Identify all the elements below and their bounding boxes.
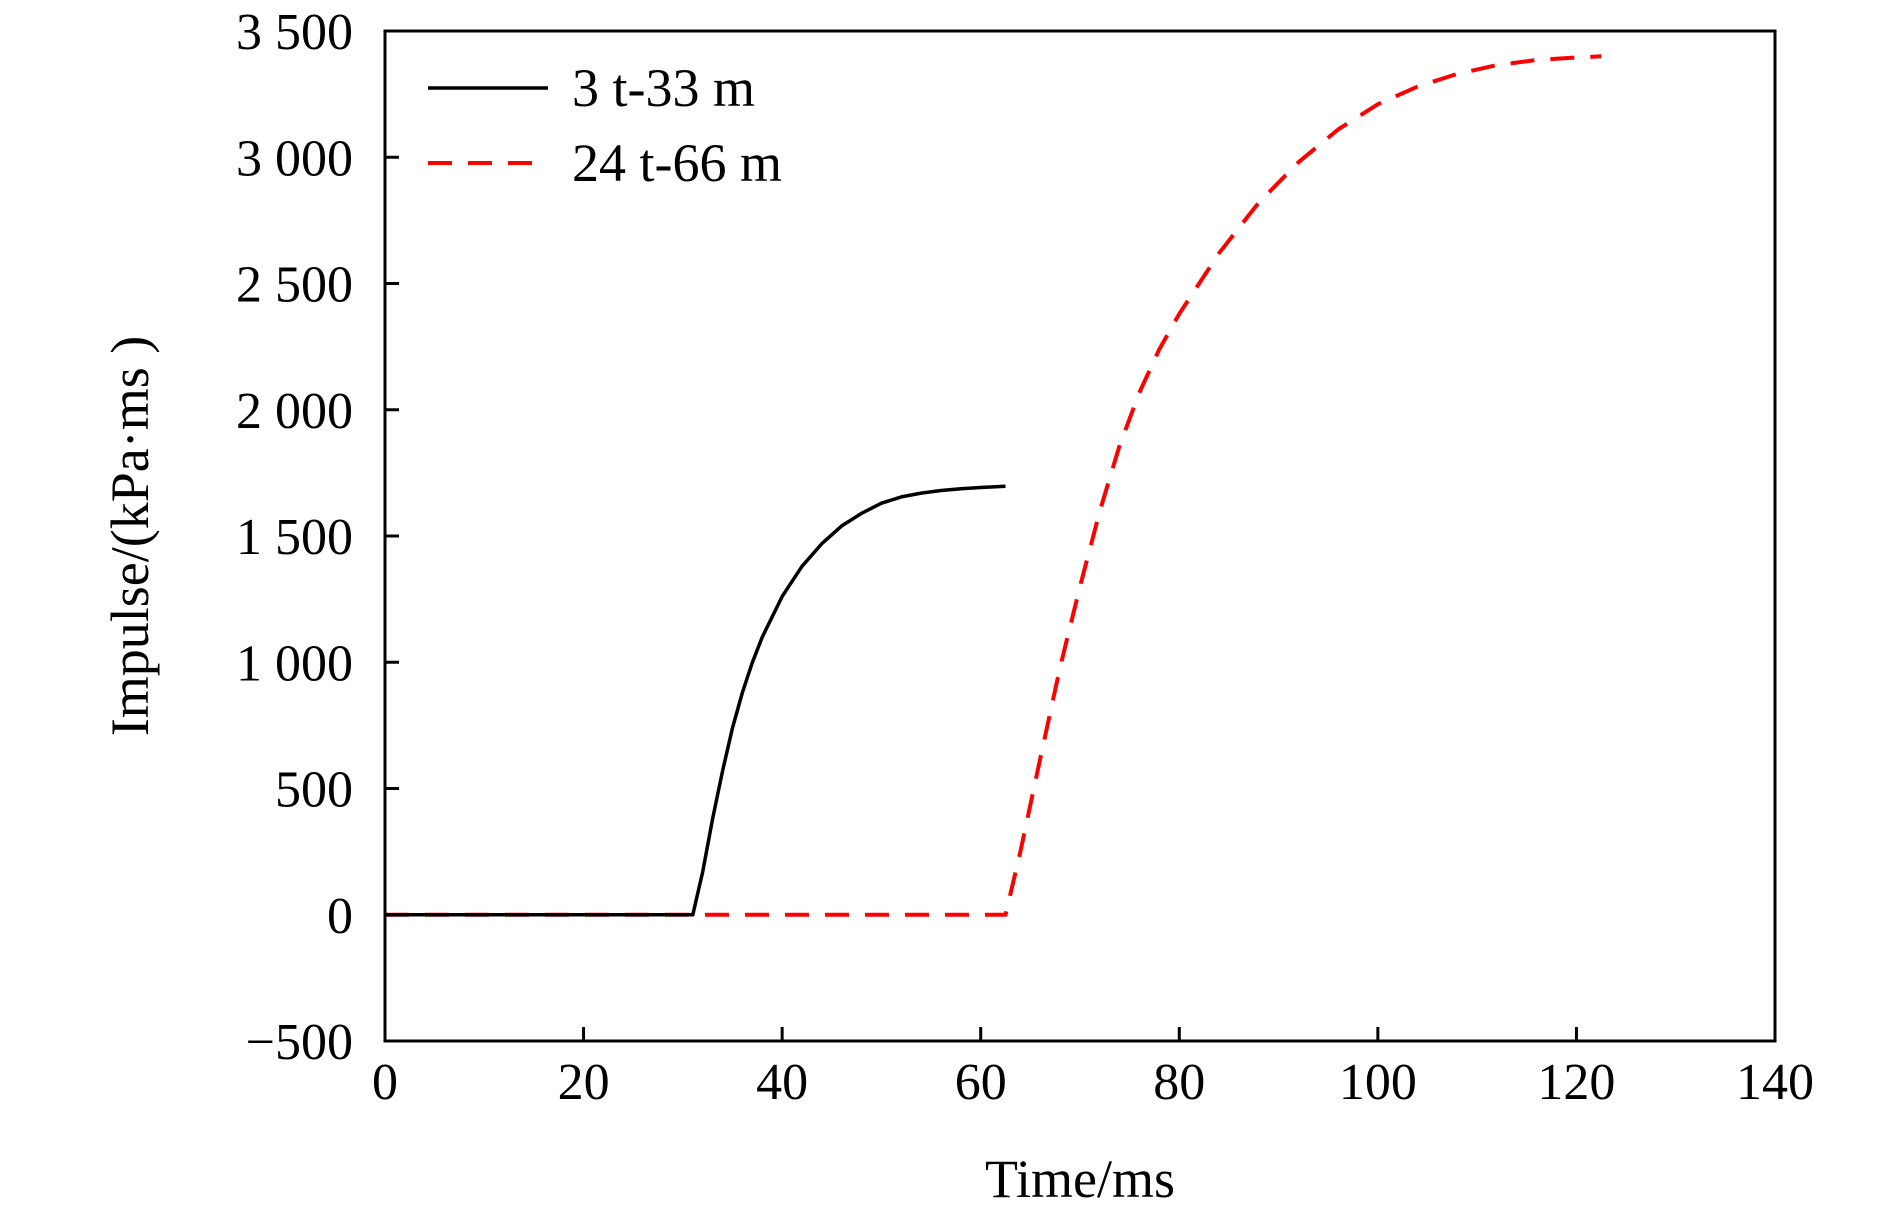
ticks-layer: 0 20 40 60 80 100 120 140 −500 0 500 1 000 1 500 2 00… <box>236 4 1814 1111</box>
x-tick-label: 100 <box>1339 1054 1417 1111</box>
x-tick-label: 40 <box>756 1054 808 1111</box>
series-line-1 <box>385 484 1006 917</box>
y-tick-label: 0 <box>327 888 353 945</box>
legend-label: 24 t-66 m <box>572 133 782 193</box>
series-line-2 <box>385 54 1602 917</box>
y-tick-label: 1 000 <box>236 635 353 692</box>
y-tick-label: 3 000 <box>236 130 353 187</box>
y-tick-label: 2 500 <box>236 257 353 314</box>
y-tick-label: 500 <box>275 762 353 819</box>
x-axis-title: Time/ms <box>985 1149 1175 1209</box>
legend-label: 3 t-33 m <box>572 58 755 118</box>
legend: 3 t-33 m 24 t-66 m <box>428 58 782 193</box>
x-tick-label: 120 <box>1537 1054 1615 1111</box>
x-tick-label: 60 <box>955 1054 1007 1111</box>
x-tick-label: 140 <box>1736 1054 1814 1111</box>
y-axis-title: Impulse/(kPa·ms ) <box>100 336 160 736</box>
y-tick-label: 1 500 <box>236 509 353 566</box>
y-tick-label: 2 000 <box>236 383 353 440</box>
x-tick-label: 80 <box>1153 1054 1205 1111</box>
x-tick-label: 0 <box>372 1054 398 1111</box>
y-tick-label: −500 <box>246 1014 353 1071</box>
plot-frame <box>383 29 1777 1043</box>
series-layer <box>385 54 1602 917</box>
y-tick-label: 3 500 <box>236 4 353 61</box>
x-tick-label: 20 <box>558 1054 610 1111</box>
